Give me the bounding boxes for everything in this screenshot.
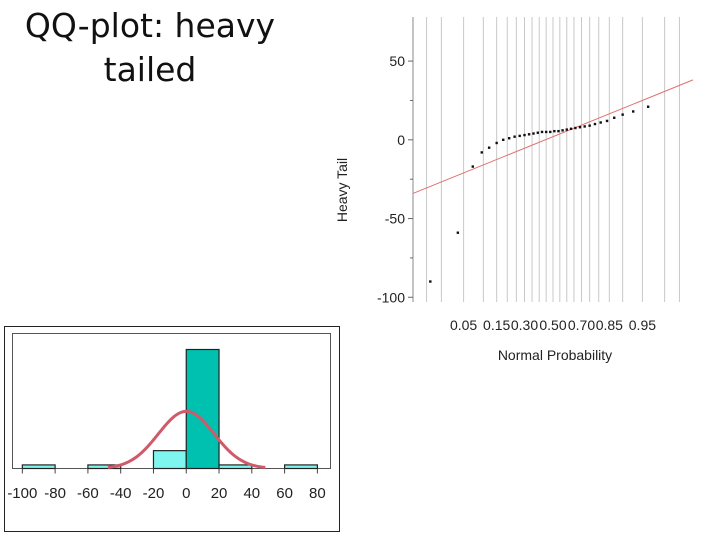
qq-point <box>588 124 591 127</box>
qq-point <box>471 165 474 168</box>
histogram-x-tick-label: -20 <box>143 485 165 502</box>
histogram-x-tick-label: 0 <box>182 485 190 502</box>
histogram-bar <box>284 464 318 470</box>
qq-point <box>544 130 548 134</box>
qq-x-tick-label: 0.95 <box>629 317 656 333</box>
histogram-normal-curve <box>107 409 266 469</box>
qq-point <box>532 132 535 135</box>
qq-point <box>557 129 560 133</box>
qq-point <box>553 129 556 133</box>
qq-point <box>593 122 597 126</box>
qq-point <box>646 105 650 108</box>
histogram-bar <box>21 464 56 470</box>
qq-point <box>621 113 624 116</box>
histogram-x-tick-label: 20 <box>211 485 228 502</box>
qq-point <box>507 137 511 140</box>
qq-x-ticks: 0.05 0.15 0.30 0.50 0.70 0.85 0.95 <box>450 317 656 333</box>
histogram-x-tick-label: -60 <box>77 485 99 502</box>
qq-point <box>487 146 491 149</box>
histogram-x-tick-label: -100 <box>7 485 37 502</box>
qq-y-tick-label: 0 <box>397 132 405 148</box>
qq-x-tick-label: 0.05 <box>450 317 477 333</box>
qq-x-tick-label: 0.50 <box>539 317 566 333</box>
qq-point <box>565 128 568 131</box>
slide-title: QQ-plot: heavy tailed <box>24 6 276 89</box>
qq-point <box>613 116 616 119</box>
qq-x-tick-label: 0.30 <box>511 317 538 333</box>
qq-point <box>456 231 460 234</box>
qq-point <box>569 127 573 130</box>
qq-x-axis-label: Normal Probability <box>498 347 612 363</box>
qq-x-tick-label: 0.70 <box>568 317 595 333</box>
histogram-bar <box>185 348 220 470</box>
qq-point <box>518 134 521 138</box>
qq-y-axis-label: Heavy Tail <box>334 158 350 222</box>
qq-point <box>632 110 635 113</box>
qq-point <box>540 130 544 134</box>
qq-points <box>429 105 650 283</box>
histogram-bar <box>87 464 122 470</box>
qq-x-tick-label: 0.15 <box>483 317 510 333</box>
qq-y-tick-label: -100 <box>377 289 405 305</box>
qq-point <box>495 141 498 145</box>
qq-point <box>599 121 602 124</box>
qq-point <box>429 280 432 283</box>
histogram-x-tick-label: 80 <box>309 485 326 502</box>
qq-point <box>513 135 516 138</box>
histogram-bars <box>21 348 318 470</box>
qq-y-tick-label: 50 <box>389 53 405 69</box>
qq-point <box>527 133 531 136</box>
qq-point <box>523 133 526 137</box>
histogram-x-tick-label: -80 <box>44 485 66 502</box>
qq-reference-line <box>412 79 694 194</box>
histogram-bar <box>152 450 187 470</box>
histogram-x-tick-label: -40 <box>110 485 132 502</box>
qq-point <box>605 119 609 123</box>
qq-point <box>583 125 586 128</box>
qq-point <box>502 138 505 142</box>
histogram-x-tick-label: 60 <box>276 485 293 502</box>
qq-y-ticks: 50 0 -50 -100 <box>377 53 413 305</box>
qq-point <box>574 126 577 130</box>
qq-point <box>561 129 564 132</box>
histogram-x-tick-label: 40 <box>243 485 260 502</box>
qq-point <box>549 130 552 134</box>
qq-y-tick-label: -50 <box>385 211 405 227</box>
qq-x-tick-label: 0.85 <box>596 317 623 333</box>
qq-point <box>480 151 483 154</box>
qq-point <box>578 126 582 129</box>
histogram-bar <box>218 464 253 470</box>
histogram-plot-frame <box>12 333 331 469</box>
histogram-x-ticks: -100 -80 -60 -40 -20 0 20 40 60 80 <box>7 468 326 502</box>
qq-point <box>536 131 540 134</box>
